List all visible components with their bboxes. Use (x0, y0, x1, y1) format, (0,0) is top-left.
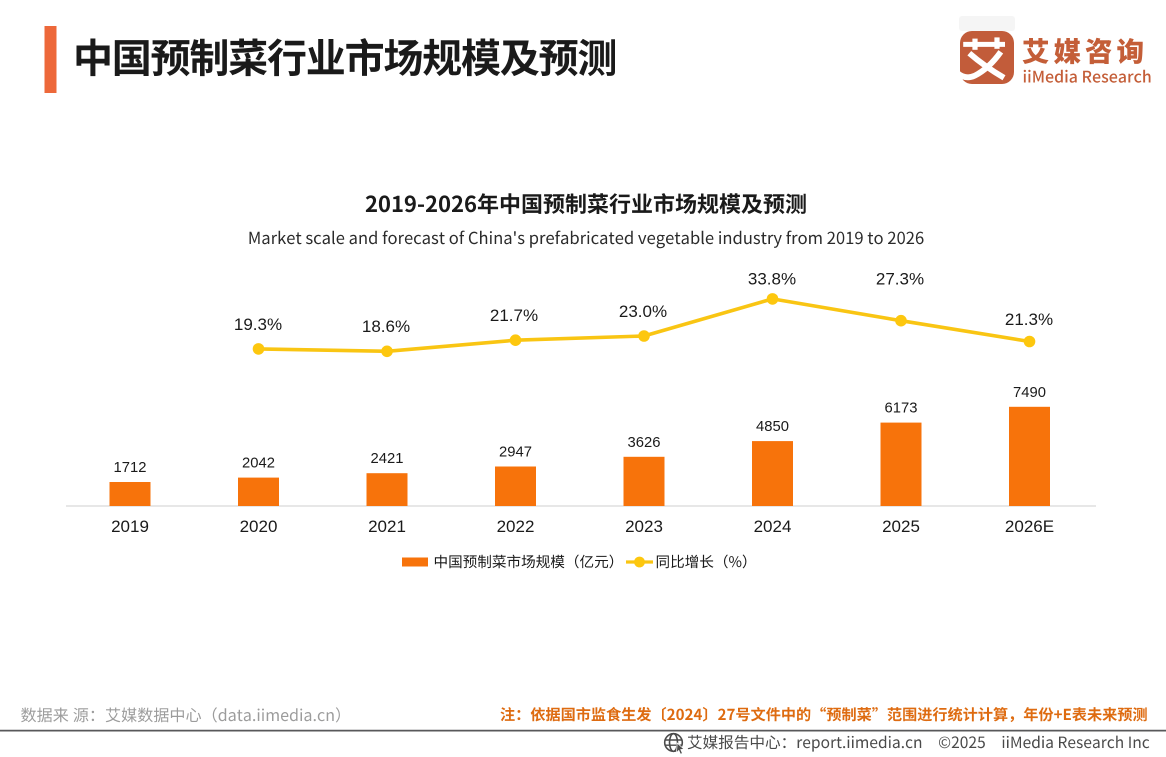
svg-text:7490: 7490 (1013, 385, 1046, 401)
svg-text:21.7%: 21.7% (490, 306, 538, 325)
svg-text:21.3%: 21.3% (1005, 310, 1053, 329)
svg-text:2421: 2421 (371, 451, 404, 467)
svg-text:2023: 2023 (625, 517, 663, 536)
svg-text:1712: 1712 (114, 460, 147, 476)
svg-text:2025: 2025 (882, 517, 920, 536)
svg-text:3626: 3626 (628, 435, 661, 451)
svg-text:2026E: 2026E (1005, 517, 1054, 536)
svg-text:6173: 6173 (885, 401, 918, 417)
svg-text:2022: 2022 (497, 517, 535, 536)
svg-text:2024: 2024 (754, 517, 792, 536)
svg-text:2042: 2042 (242, 456, 275, 472)
svg-text:2947: 2947 (499, 445, 532, 461)
svg-text:18.6%: 18.6% (362, 317, 410, 336)
svg-text:33.8%: 33.8% (748, 270, 796, 289)
svg-text:23.0%: 23.0% (619, 302, 667, 321)
svg-text:4850: 4850 (756, 419, 789, 435)
svg-text:19.3%: 19.3% (234, 315, 282, 334)
svg-text:2020: 2020 (240, 517, 278, 536)
svg-text:2021: 2021 (368, 517, 406, 536)
svg-text:27.3%: 27.3% (876, 270, 924, 289)
svg-text:2019: 2019 (111, 517, 149, 536)
